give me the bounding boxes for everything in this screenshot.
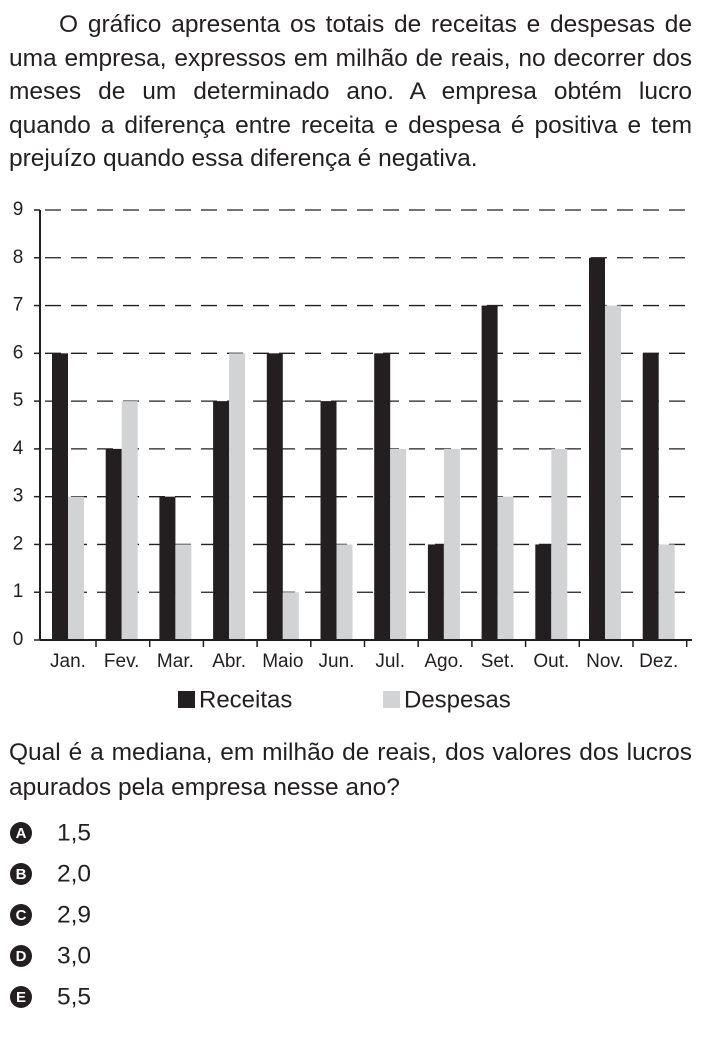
x-tick-label: Mar. — [157, 651, 194, 672]
bar — [52, 353, 68, 640]
y-tick-label: 9 — [13, 199, 24, 220]
y-tick-label: 7 — [13, 295, 24, 316]
x-tick-label: Nov. — [586, 651, 624, 672]
option-letter: A — [16, 825, 27, 842]
bar — [589, 257, 605, 640]
y-tick-label: 1 — [13, 581, 24, 602]
y-tick-label: 2 — [13, 533, 24, 554]
chart: 0 1 2 3 4 5 6 7 8 9 Jan. Fev. Mar. Abr. Maio Jun. Jul. Ag… — [13, 199, 692, 713]
x-tick-label: Jan. — [50, 651, 86, 672]
x-tick-label: Ago. — [424, 651, 463, 672]
option-badge — [10, 945, 32, 967]
bar — [121, 401, 138, 640]
legend-swatch — [178, 691, 195, 708]
x-tick-label: Abr. — [212, 651, 246, 672]
x-tick-label: Fev. — [104, 651, 140, 672]
option-badge — [10, 822, 32, 844]
bar — [175, 544, 192, 640]
bar — [336, 544, 353, 640]
bar — [427, 544, 444, 640]
y-tick-label: 5 — [13, 390, 24, 411]
option-text: 2,0 — [57, 860, 91, 887]
bar — [642, 353, 659, 640]
y-tick-label: 4 — [13, 438, 24, 459]
option-badge — [10, 904, 32, 926]
option-badge — [10, 863, 32, 885]
option-text: 3,0 — [57, 942, 91, 969]
x-tick-label: Dez. — [639, 651, 678, 672]
option-letter: D — [16, 948, 27, 965]
bar — [374, 353, 391, 640]
option-letter: E — [16, 989, 26, 1006]
x-tick-label: Jul. — [375, 651, 405, 672]
x-tick-label: Out. — [533, 651, 569, 672]
x-tick-label: Set. — [481, 651, 515, 672]
option-letter: B — [16, 866, 27, 883]
y-tick-label: 8 — [13, 247, 24, 268]
legend-label: Receitas — [199, 686, 292, 713]
bar — [282, 592, 299, 640]
option-text: 1,5 — [57, 819, 91, 846]
option-letter: C — [16, 907, 27, 924]
option-text: 2,9 — [57, 901, 91, 928]
intro-text: O gráfico apresenta os totais de receita… — [9, 11, 692, 173]
question-text: Qual é a mediana, em milhão de reais, do… — [9, 739, 692, 801]
legend-swatch — [383, 691, 400, 708]
option-badge — [10, 986, 32, 1008]
y-tick-label: 6 — [13, 342, 24, 363]
option-text: 5,5 — [57, 983, 91, 1010]
bar — [105, 448, 122, 640]
bar — [658, 544, 675, 640]
bar — [390, 448, 407, 640]
y-tick-label: 0 — [13, 629, 24, 650]
bar — [481, 305, 498, 640]
bar — [551, 448, 568, 640]
options: A 1,5 B 2,0 C 2,9 D 3,0 E 5,5 — [10, 819, 91, 1010]
bar — [443, 448, 460, 640]
bar — [229, 353, 246, 640]
x-tick-label: Jun. — [319, 651, 355, 672]
bar — [497, 496, 514, 640]
legend-label: Despesas — [404, 686, 511, 713]
bar — [605, 305, 621, 640]
bar — [68, 496, 84, 640]
bar — [320, 401, 337, 640]
bar — [159, 496, 176, 640]
bar — [266, 353, 283, 640]
bar — [213, 401, 230, 640]
bar — [535, 544, 552, 640]
y-tick-label: 3 — [13, 486, 24, 507]
x-tick-label: Maio — [262, 651, 303, 672]
